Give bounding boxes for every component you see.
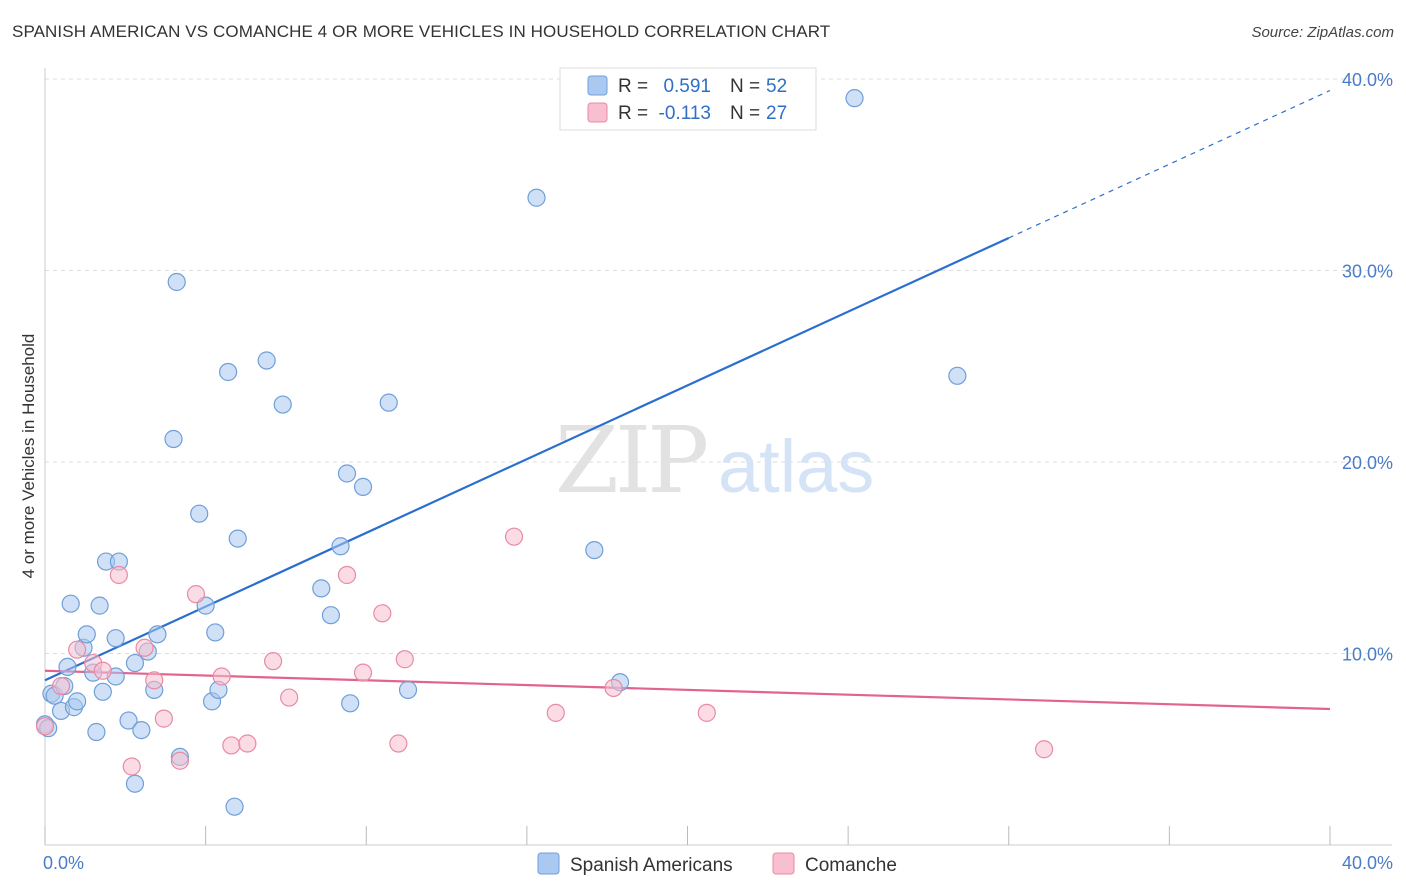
point-blue-52 — [948, 366, 967, 385]
point-pink-4 — [93, 661, 112, 680]
point-pink-9 — [154, 709, 173, 728]
trend-line-pink — [44, 669, 1331, 711]
x-tick-label-0: 0.0% — [43, 853, 84, 873]
point-pink-21 — [395, 650, 414, 669]
point-blue-28 — [167, 272, 186, 292]
point-blue-37 — [228, 529, 247, 548]
point-pink-7 — [135, 638, 154, 657]
bottom-legend-label-spanish-americans: Spanish Americans — [570, 855, 733, 876]
point-blue-23 — [132, 720, 151, 740]
point-pink-13 — [222, 736, 241, 755]
point-blue-47 — [398, 680, 418, 699]
x-tick-labels: 0.0% 40.0% — [43, 853, 1393, 873]
point-blue-27 — [164, 429, 183, 449]
point-pink-12 — [212, 667, 231, 686]
y-tick-label-1: 20.0% — [1342, 453, 1393, 473]
point-pink-25 — [697, 703, 716, 722]
legend-n-value-blue: 52 — [766, 76, 787, 97]
point-blue-33 — [206, 623, 225, 642]
point-pink-6 — [122, 757, 141, 776]
point-pink-23 — [546, 703, 565, 722]
point-blue-14 — [90, 596, 109, 615]
point-blue-20 — [119, 711, 138, 730]
point-blue-13 — [87, 722, 106, 742]
bottom-legend-swatch-blue — [537, 852, 560, 875]
bottom-legend-label-comanche: Comanche — [805, 855, 897, 876]
point-pink-15 — [263, 652, 283, 671]
legend: R = 0.591 N = 52 R = -0.113 N = 27 — [559, 67, 817, 131]
watermark-atlas: atlas — [718, 425, 874, 508]
point-pink-16 — [280, 688, 299, 707]
point-pink-17 — [337, 565, 357, 585]
point-pink-26 — [1034, 740, 1054, 759]
point-pink-19 — [373, 604, 392, 623]
watermark: ZIP atlas — [555, 407, 874, 514]
legend-swatch-blue — [587, 75, 608, 96]
y-tick-labels: 10.0% 20.0% 30.0% 40.0% — [1342, 70, 1393, 665]
point-blue-17 — [106, 629, 125, 648]
point-blue-51 — [845, 89, 864, 108]
y-axis-label: 4 or more Vehicles in Household — [19, 334, 38, 579]
x-ticks — [44, 826, 1331, 845]
point-pink-24 — [604, 678, 623, 698]
legend-n-label-blue: N = — [730, 76, 760, 97]
point-blue-39 — [273, 395, 292, 414]
trend-lines — [44, 89, 1331, 711]
point-blue-43 — [337, 464, 357, 483]
point-blue-40 — [312, 579, 331, 598]
point-blue-7 — [61, 594, 80, 613]
point-blue-41 — [321, 606, 341, 625]
point-blue-30 — [190, 504, 209, 523]
x-tick-label-1: 40.0% — [1342, 853, 1393, 873]
point-blue-42 — [331, 537, 350, 556]
legend-r-value-pink: -0.113 — [659, 103, 711, 124]
y-tick-label-0: 10.0% — [1342, 645, 1393, 665]
point-blue-21 — [125, 774, 145, 793]
point-pink-10 — [170, 751, 190, 770]
point-blue-38 — [257, 351, 276, 370]
y-tick-label-2: 30.0% — [1342, 262, 1393, 282]
point-pink-14 — [238, 734, 257, 753]
bottom-legend-swatch-pink — [772, 852, 795, 875]
point-pink-22 — [504, 527, 524, 546]
point-blue-49 — [585, 540, 604, 560]
point-blue-22 — [125, 653, 145, 673]
point-pink-11 — [186, 585, 206, 604]
point-blue-46 — [379, 393, 398, 412]
legend-r-label-blue: R = — [618, 76, 648, 97]
point-pink-8 — [145, 671, 164, 690]
point-blue-15 — [93, 682, 112, 701]
data-points — [35, 89, 1054, 816]
legend-n-label-pink: N = — [730, 103, 760, 124]
point-blue-45 — [353, 477, 373, 496]
trend-line-dashed-blue — [1008, 89, 1331, 239]
point-pink-5 — [109, 565, 128, 585]
point-blue-9 — [68, 692, 87, 711]
point-blue-36 — [225, 797, 244, 816]
legend-r-label-pink: R = — [618, 103, 648, 124]
point-blue-48 — [527, 188, 546, 207]
legend-n-value-pink: 27 — [766, 103, 787, 124]
point-pink-18 — [353, 663, 373, 682]
point-pink-20 — [389, 734, 408, 753]
grid-lines — [45, 78, 1392, 654]
point-blue-11 — [77, 625, 96, 644]
bottom-legend: Spanish Americans Comanche — [537, 852, 897, 876]
point-pink-0 — [35, 717, 55, 736]
watermark-zip: ZIP — [555, 407, 706, 514]
chart-source: Source: ZipAtlas.com — [1251, 24, 1394, 41]
point-blue-35 — [219, 362, 238, 382]
point-blue-44 — [341, 694, 360, 713]
y-tick-label-3: 40.0% — [1342, 70, 1393, 90]
chart-title: SPANISH AMERICAN VS COMANCHE 4 OR MORE V… — [12, 22, 831, 41]
point-pink-1 — [51, 676, 71, 696]
point-blue-26 — [148, 625, 167, 644]
point-pink-2 — [68, 640, 87, 659]
legend-r-value-blue: 0.591 — [663, 76, 711, 97]
legend-swatch-pink — [587, 102, 608, 123]
point-blue-6 — [58, 657, 77, 677]
